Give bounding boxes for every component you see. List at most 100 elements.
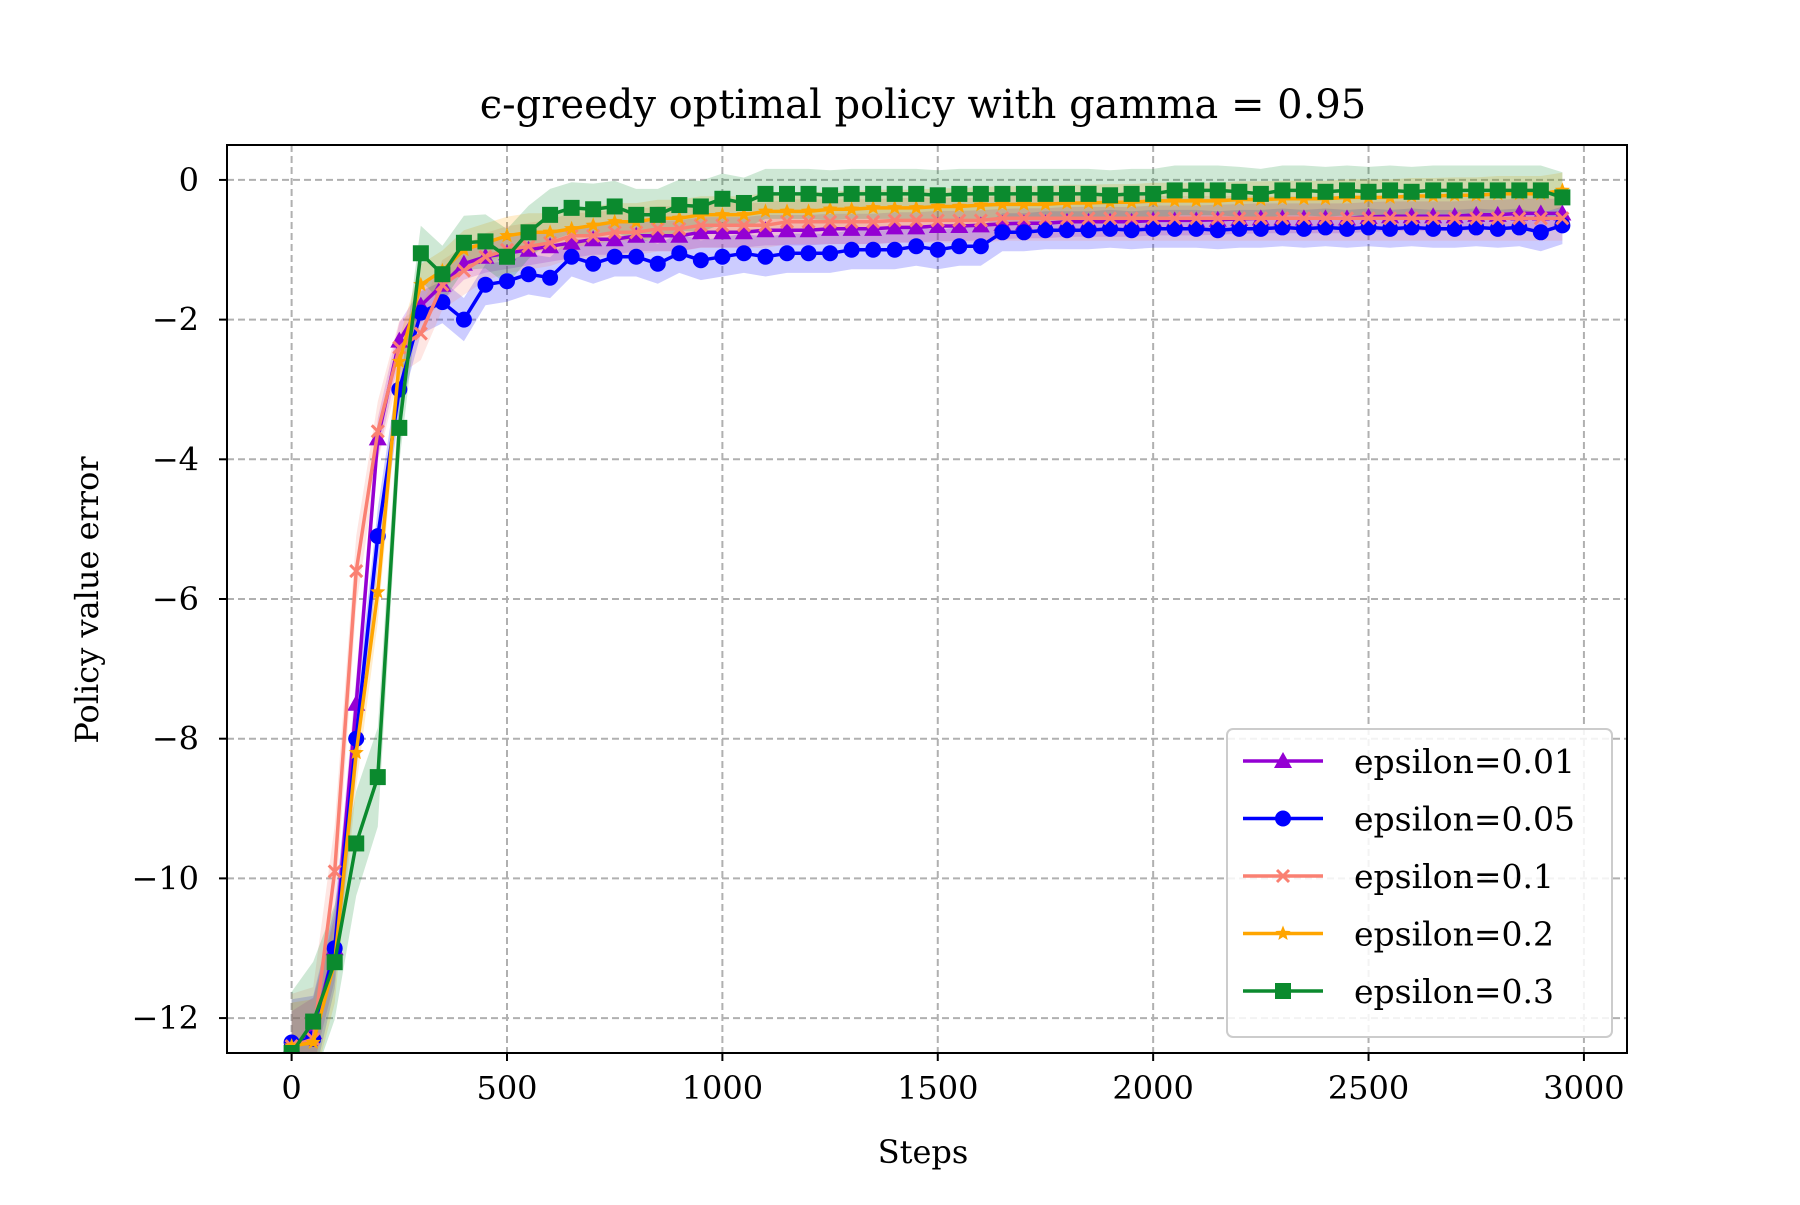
series-epsilon-0-3-point [908, 185, 925, 202]
grid-layer [227, 145, 1627, 1053]
series-epsilon-0-01-point [691, 223, 710, 240]
series-epsilon-0-3-point [585, 201, 602, 218]
series-epsilon-0-05-point [865, 241, 882, 258]
series-epsilon-0-1-point [1426, 211, 1441, 226]
series-epsilon-0-1-point-stroke [650, 221, 665, 236]
series-epsilon-0-2-point [542, 224, 558, 239]
series-epsilon-0-05-point [692, 252, 709, 269]
series-epsilon-0-3-point [1102, 187, 1119, 204]
series-epsilon-0-05-point [822, 245, 839, 262]
series-epsilon-0-1-point-stroke [478, 249, 493, 264]
series-epsilon-0-1-point-stroke [779, 214, 795, 229]
series-epsilon-0-05-point [434, 294, 451, 311]
series-epsilon-0-1-point-stroke [349, 564, 364, 579]
series-epsilon-0-1-point-stroke [1081, 211, 1096, 226]
series-epsilon-0-2-point [585, 217, 601, 232]
series-epsilon-0-05-point [542, 269, 559, 286]
y-tick-label: −8 [152, 720, 199, 758]
series-epsilon-0-1-point-stroke [1555, 211, 1570, 226]
series-epsilon-0-1-point [1447, 211, 1462, 226]
legend-item: epsilon=0.01 [1243, 742, 1575, 781]
series-epsilon-0-05-point [1209, 222, 1226, 239]
series-epsilon-0-3-point [1554, 189, 1571, 206]
series-epsilon-0-1-point [521, 239, 536, 254]
series-epsilon-0-1-point [952, 213, 967, 228]
series-epsilon-0-1-point [779, 214, 795, 229]
series-epsilon-0-05-point [455, 311, 472, 328]
series-epsilon-0-1-point-stroke [1275, 211, 1290, 226]
series-epsilon-0-2-point [908, 199, 924, 215]
series-epsilon-0-1-point [1059, 211, 1075, 226]
series-epsilon-0-1-point [1555, 211, 1570, 226]
series-epsilon-0-1-point-stroke [909, 213, 924, 228]
series-epsilon-0-1-point-stroke [1253, 211, 1268, 226]
x-tick-label: 1500 [897, 1069, 978, 1107]
series-epsilon-0-3-point [994, 185, 1011, 202]
series-epsilon-0-1-point [1210, 211, 1225, 226]
series-epsilon-0-3-point [1403, 183, 1420, 200]
series-epsilon-0-3-point [1511, 182, 1528, 199]
series-epsilon-0-1-point-stroke [370, 424, 385, 439]
series-epsilon-0-3 [283, 182, 1571, 1053]
series-epsilon-0-3-point [1166, 182, 1183, 199]
series-epsilon-0-1-point-stroke [1167, 211, 1182, 226]
series-epsilon-0-1-point-stroke [1490, 211, 1505, 226]
series-epsilon-0-3-point [671, 197, 688, 214]
series-epsilon-0-3-point [369, 769, 386, 786]
series-epsilon-0-05-point [412, 304, 429, 321]
series-epsilon-0-1-point [715, 218, 730, 233]
series-epsilon-0-1-point-stroke [1404, 211, 1419, 226]
y-tick-label: 0 [179, 161, 199, 199]
series-epsilon-0-1-point-stroke [543, 235, 558, 250]
series-epsilon-0-3-point [305, 1013, 322, 1030]
series-epsilon-0-3-point [455, 234, 472, 251]
series-epsilon-0-2-point [865, 199, 881, 215]
series-epsilon-0-01-point [734, 223, 753, 240]
series-epsilon-0-2-point [1080, 195, 1097, 210]
series-epsilon-0-2-point [994, 196, 1010, 211]
legend-marker-stroke [1275, 868, 1291, 884]
series-epsilon-0-3-point [972, 185, 989, 202]
series-epsilon-0-2-point [736, 206, 752, 222]
series-epsilon-0-1-point [866, 214, 881, 229]
series-epsilon-0-1-point [370, 424, 385, 439]
series-epsilon-0-3-point [1446, 182, 1463, 199]
legend-item: epsilon=0.2 [1243, 915, 1554, 954]
series-epsilon-0-1-point [1016, 211, 1031, 226]
series-epsilon-0-05-point [1015, 224, 1032, 241]
legend-item: epsilon=0.3 [1243, 972, 1554, 1011]
series-epsilon-0-3-point [1382, 182, 1399, 199]
series-epsilon-0-3-point [348, 835, 365, 852]
x-tick-label: 2500 [1328, 1069, 1409, 1107]
series-epsilon-0-1-point-stroke [887, 213, 902, 228]
series-epsilon-0-3-point [822, 187, 839, 204]
series-epsilon-0-1-point [456, 263, 471, 278]
series-epsilon-0-1-point [844, 214, 859, 229]
series-epsilon-0-1-point [1296, 211, 1311, 226]
legend-label: epsilon=0.3 [1354, 972, 1554, 1011]
series-epsilon-0-1-point [1253, 211, 1268, 226]
y-tick-label: −6 [152, 580, 199, 618]
series-epsilon-0-1-point-stroke [1232, 211, 1247, 226]
legend-marker [1275, 868, 1291, 884]
legend-marker [1274, 752, 1292, 768]
series-epsilon-0-1-point-stroke [1426, 211, 1441, 226]
series-epsilon-0-1-point-stroke [521, 239, 536, 254]
series-epsilon-0-1-point [543, 235, 558, 250]
series-epsilon-0-1-point [327, 864, 342, 879]
series-epsilon-0-05-point [1080, 222, 1097, 239]
series-epsilon-0-2-point [1167, 192, 1183, 208]
series-epsilon-0-3-point [1489, 182, 1506, 199]
series-epsilon-0-1-point-stroke [866, 214, 881, 229]
series-epsilon-0-3-point [477, 233, 494, 250]
series-epsilon-0-05-point [843, 241, 860, 258]
series-epsilon-0-3-point [1468, 182, 1485, 199]
series-epsilon-0-05-point [1339, 220, 1355, 237]
series-epsilon-0-05-point [929, 241, 946, 258]
series-epsilon-0-05-point [649, 255, 666, 272]
series-epsilon-0-1-point-stroke [1038, 211, 1053, 226]
series-epsilon-0-1-point [1512, 211, 1527, 226]
series-epsilon-0-3-point [434, 266, 451, 283]
series-epsilon-0-1-point [909, 213, 924, 228]
